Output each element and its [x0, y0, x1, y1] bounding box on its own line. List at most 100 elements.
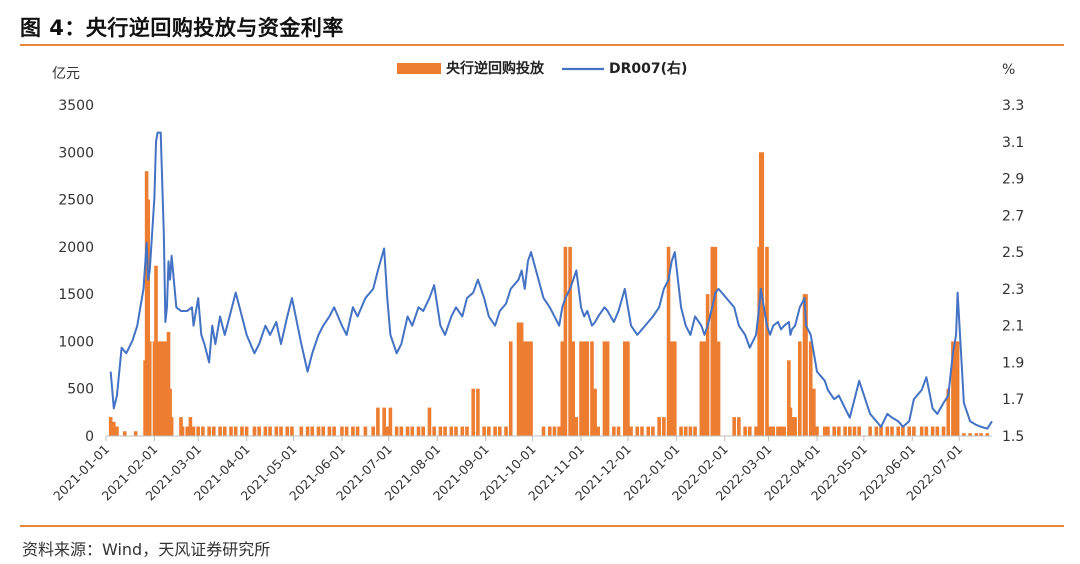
- right-tick-label: 3.3: [1002, 98, 1024, 114]
- bar: [593, 388, 597, 436]
- bar: [460, 426, 465, 436]
- bar: [737, 417, 741, 436]
- bar: [388, 407, 393, 436]
- figure-title: 图 4：央行逆回购投放与资金利率: [20, 16, 344, 40]
- bar: [962, 433, 966, 436]
- bar: [268, 426, 272, 436]
- bar: [843, 426, 847, 436]
- bar: [252, 426, 257, 436]
- bar: [147, 341, 152, 436]
- bar: [951, 341, 955, 436]
- left-tick-label: 0: [85, 429, 94, 445]
- bar: [930, 426, 935, 436]
- bar: [640, 426, 644, 436]
- right-tick-label: 1.9: [1002, 355, 1024, 371]
- source-note: 资料来源：Wind，天风证券研究所: [22, 540, 271, 559]
- bar: [616, 426, 621, 436]
- bar: [590, 341, 594, 436]
- bar: [672, 341, 677, 436]
- bar: [896, 426, 901, 436]
- left-tick-label: 2500: [58, 193, 94, 209]
- bar: [299, 426, 304, 436]
- bar: [666, 246, 671, 436]
- bar: [465, 426, 469, 436]
- right-tick-label: 2.7: [1002, 208, 1024, 224]
- bar: [563, 246, 568, 436]
- bar: [605, 341, 610, 436]
- bar: [765, 246, 769, 436]
- bar: [476, 388, 480, 436]
- bar: [316, 426, 321, 436]
- bar: [612, 426, 616, 436]
- bar: [683, 426, 688, 436]
- bar: [244, 426, 249, 436]
- bar: [754, 426, 758, 436]
- right-tick-label: 2.9: [1002, 172, 1024, 188]
- bar: [158, 341, 163, 436]
- bar: [662, 417, 666, 436]
- bar: [793, 417, 797, 436]
- bar: [185, 426, 190, 436]
- left-axis-unit: 亿元: [52, 66, 80, 82]
- bar: [363, 426, 368, 436]
- bar: [454, 426, 458, 436]
- bar: [166, 331, 171, 436]
- bar: [979, 433, 983, 436]
- bar: [497, 426, 502, 436]
- left-axis-ticks: 0 500 1000 1500 2000 2500 3000 3500: [58, 98, 94, 445]
- bar: [212, 426, 216, 436]
- bar: [924, 426, 929, 436]
- bar: [582, 341, 586, 436]
- chart: 央行逆回购投放 DR007(右) 亿元 % 0 500 1000 1500 2000 25…: [50, 60, 1024, 503]
- bar: [310, 426, 315, 436]
- bar: [768, 426, 772, 436]
- bar: [919, 426, 924, 436]
- bar: [912, 426, 916, 436]
- bar: [901, 426, 905, 436]
- bar: [471, 388, 476, 436]
- left-tick-label: 3500: [58, 98, 94, 114]
- bar: [327, 426, 332, 436]
- bar: [180, 426, 185, 436]
- bar: [516, 322, 521, 436]
- bar: [946, 388, 951, 436]
- left-tick-label: 2000: [58, 240, 94, 256]
- bar: [629, 426, 633, 436]
- bar: [585, 341, 590, 436]
- bar: [890, 426, 894, 436]
- bar: [218, 426, 222, 436]
- bar: [405, 426, 410, 436]
- bar: [651, 426, 655, 436]
- bar: [394, 426, 399, 436]
- bar: [935, 426, 940, 436]
- bar: [305, 426, 310, 436]
- bar: [622, 341, 627, 436]
- left-tick-label: 1500: [58, 287, 94, 303]
- bar: [522, 341, 527, 436]
- bar: [635, 426, 640, 436]
- bar: [529, 341, 533, 436]
- bar: [371, 426, 376, 436]
- bar: [837, 426, 841, 436]
- bar: [351, 426, 355, 436]
- bar: [779, 426, 783, 436]
- bar: [482, 426, 486, 436]
- bar: [716, 341, 721, 436]
- bar: [602, 341, 607, 436]
- bar: [596, 426, 601, 436]
- bar: [541, 426, 546, 436]
- bar: [122, 431, 127, 436]
- bar: [399, 426, 404, 436]
- bar: [376, 407, 380, 436]
- bar: [321, 426, 325, 436]
- bar: [852, 426, 857, 436]
- bar: [108, 417, 113, 436]
- bar: [804, 294, 808, 436]
- bar: [274, 426, 279, 436]
- bar: [196, 426, 200, 436]
- bar: [344, 426, 349, 436]
- bar: [201, 426, 205, 436]
- bar: [443, 426, 447, 436]
- bar: [493, 426, 497, 436]
- bar: [688, 426, 693, 436]
